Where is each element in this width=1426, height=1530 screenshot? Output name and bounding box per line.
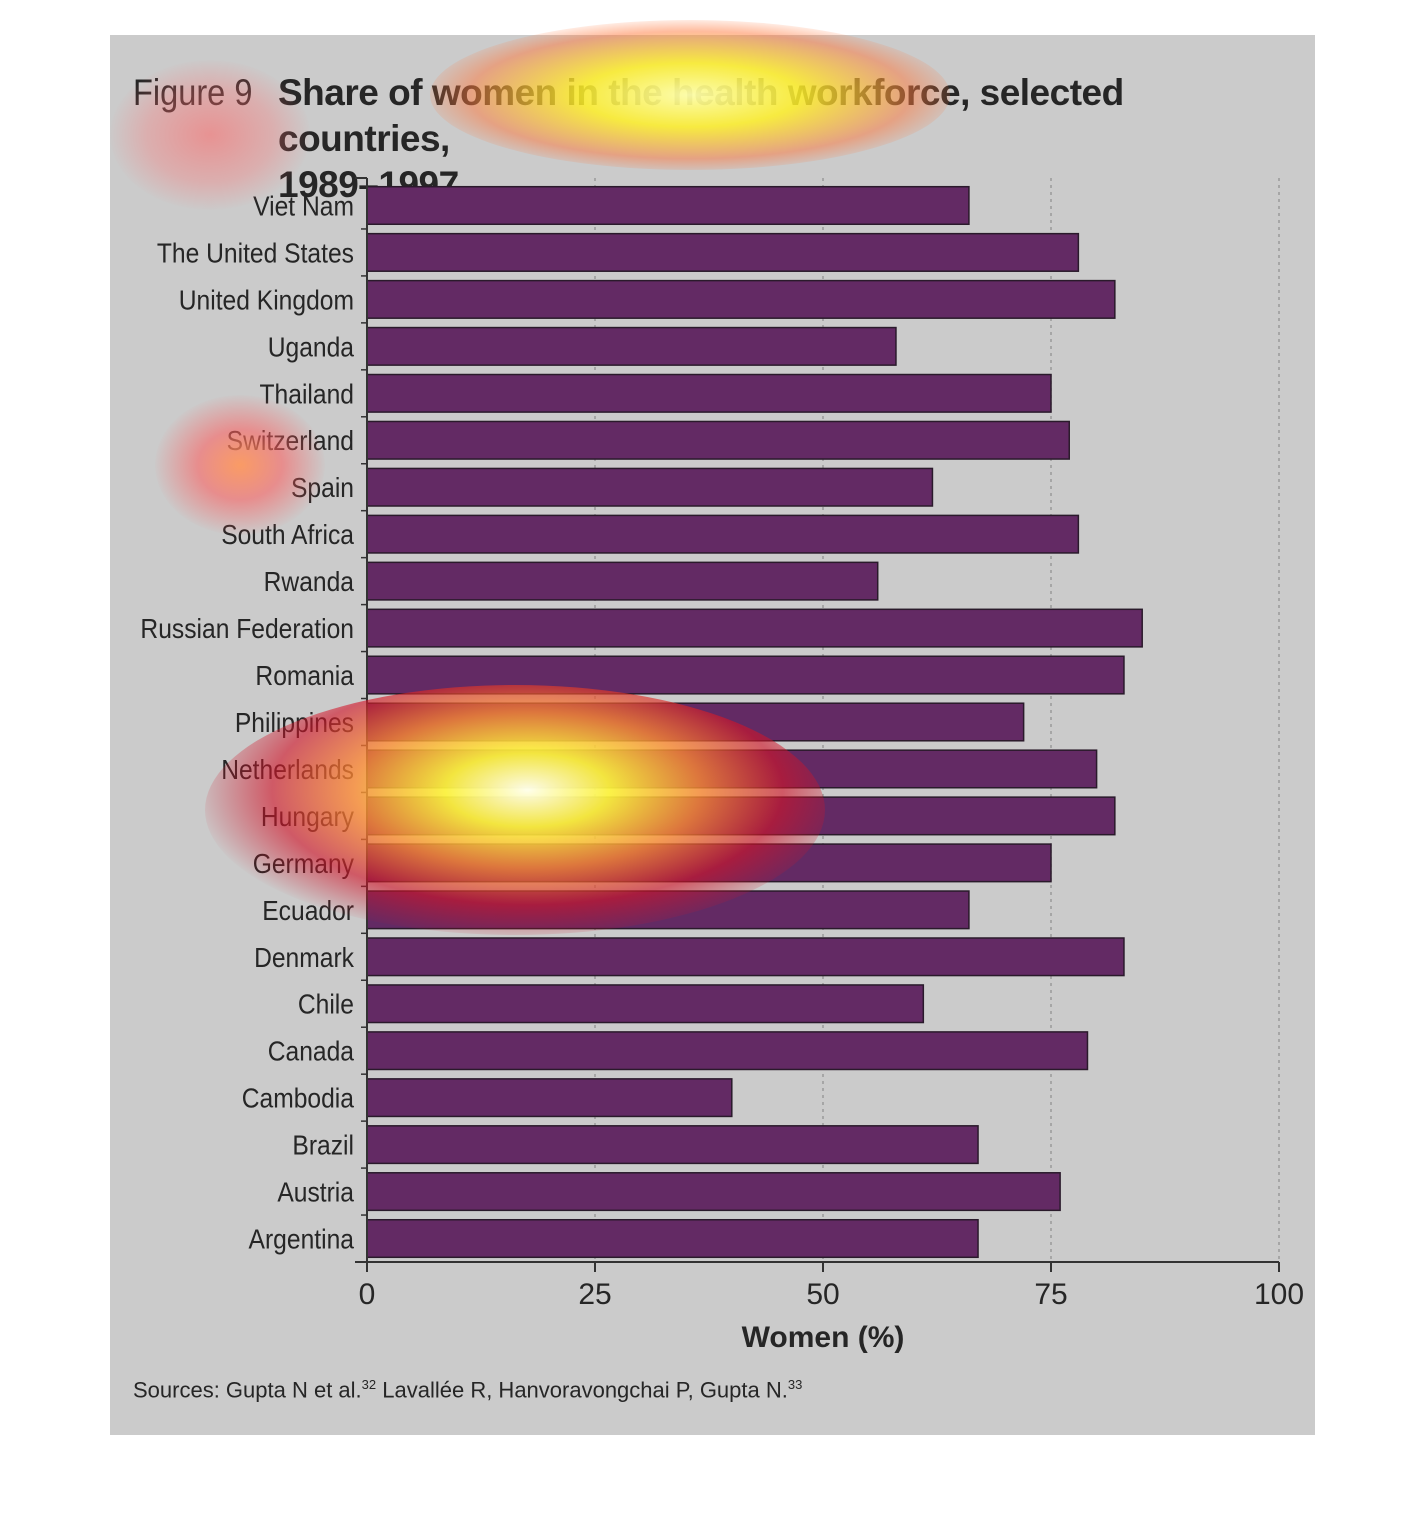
x-tick-label: 100	[1254, 1278, 1304, 1311]
bar	[366, 1078, 733, 1118]
bar	[366, 1218, 979, 1259]
category-label: Ecuador	[262, 894, 354, 926]
source-text-2: Lavallée R, Hanvoravongchai P, Gupta N.	[376, 1377, 788, 1403]
bar	[366, 702, 1025, 742]
category-label: Spain	[291, 472, 354, 504]
bar	[366, 279, 1116, 319]
bar	[366, 1172, 1061, 1212]
category-label: Uganda	[268, 331, 355, 363]
source-note: Sources: Gupta N et al.32 Lavallée R, Ha…	[133, 1377, 802, 1403]
category-label: Russian Federation	[140, 613, 354, 645]
x-tick-label: 25	[578, 1278, 611, 1311]
category-label: Brazil	[292, 1129, 354, 1161]
category-label: Switzerland	[227, 425, 354, 457]
category-label: Austria	[277, 1176, 354, 1208]
bar	[366, 843, 1052, 883]
bar	[366, 749, 1098, 789]
bar	[366, 984, 925, 1024]
bar	[366, 1125, 979, 1165]
bar	[366, 185, 970, 226]
category-label: Thailand	[260, 378, 354, 410]
category-label: Canada	[268, 1035, 355, 1067]
source-ref-2: 33	[787, 1377, 803, 1392]
category-label: Chile	[298, 988, 354, 1020]
category-label: Romania	[255, 660, 354, 692]
bar	[366, 890, 970, 930]
category-label: Denmark	[254, 941, 355, 973]
bar	[366, 373, 1052, 413]
x-tick-label: 75	[1034, 1278, 1067, 1311]
category-label: Germany	[253, 847, 355, 879]
bar	[366, 608, 1143, 648]
x-axis-label: Women (%)	[742, 1321, 905, 1354]
category-label: Rwanda	[264, 566, 355, 598]
bar	[366, 561, 879, 601]
bar	[366, 1031, 1089, 1071]
category-label: South Africa	[221, 519, 354, 551]
category-label: Viet Nam	[253, 190, 354, 222]
bar	[366, 937, 1125, 977]
bar	[366, 467, 934, 507]
bar	[366, 655, 1125, 695]
bar	[366, 796, 1116, 836]
bar	[366, 326, 897, 366]
bar	[366, 420, 1070, 460]
category-label: Netherlands	[221, 753, 354, 785]
x-tick-label: 50	[806, 1278, 839, 1311]
x-tick-label: 0	[359, 1278, 376, 1311]
bar	[366, 514, 1080, 554]
category-label: Argentina	[249, 1223, 355, 1255]
category-label: Cambodia	[242, 1082, 355, 1114]
category-label: The United States	[157, 237, 354, 269]
source-text: Sources: Gupta N et al.	[133, 1377, 362, 1403]
source-ref-1: 32	[361, 1377, 377, 1392]
category-label: United Kingdom	[179, 284, 354, 316]
category-label: Philippines	[235, 707, 354, 739]
category-label: Hungary	[261, 800, 355, 832]
bar	[366, 232, 1080, 272]
